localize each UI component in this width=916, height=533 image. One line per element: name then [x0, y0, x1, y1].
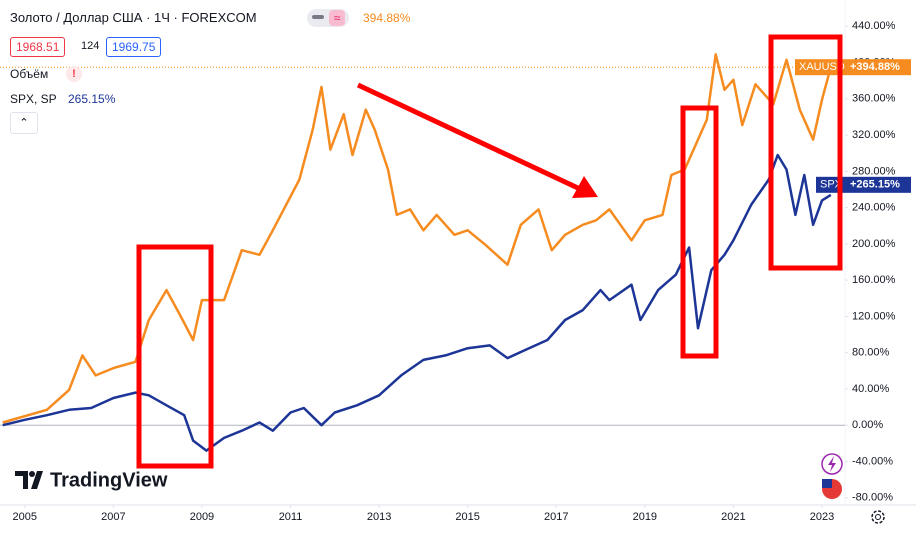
ask-price[interactable]: 1969.75: [106, 37, 162, 57]
series-line: [2, 153, 832, 452]
settings-icon: [875, 514, 881, 520]
y-tick-label: 80.00%: [852, 347, 890, 359]
last-value-badge: [845, 59, 911, 76]
last-value-label: +394.88%: [850, 61, 900, 73]
legend-entry: XAUUSD: [799, 61, 845, 73]
change-value: 394.88%: [363, 11, 411, 25]
annotations: [136, 34, 843, 469]
y-tick-label: 240.00%: [852, 202, 896, 214]
highlight-box: [136, 244, 214, 469]
volume-label: Объём: [10, 67, 49, 81]
symbol-title[interactable]: Золото / Доллар США · 1Ч · FOREXCOM: [10, 10, 257, 25]
arrow-head: [572, 176, 598, 198]
x-tick-label: 2021: [721, 511, 745, 523]
series-line: [2, 53, 833, 424]
x-tick-label: 2019: [633, 511, 657, 523]
x-tick-label: 2005: [13, 511, 37, 523]
bid-price[interactable]: 1968.51: [10, 37, 66, 57]
y-tick-label: 160.00%: [852, 274, 896, 286]
compare-change: 265.15%: [68, 92, 116, 106]
spread: 124: [81, 40, 100, 52]
x-tick-label: 2017: [544, 511, 568, 523]
highlight-box: [680, 105, 719, 359]
compare-label: SPX, SP: [10, 92, 57, 106]
last-value-label: +265.15%: [850, 179, 900, 191]
x-tick-label: 2023: [810, 511, 834, 523]
toggle-icon: [312, 15, 324, 19]
x-tick-label: 2013: [367, 511, 391, 523]
y-tick-label: 200.00%: [852, 238, 896, 250]
y-tick-label: 280.00%: [852, 165, 896, 177]
logo-text: TradingView: [50, 469, 168, 491]
highlight-box: [768, 34, 843, 271]
y-tick-label: 40.00%: [852, 383, 890, 395]
y-tick-label: 440.00%: [852, 20, 896, 32]
logo: TradingView: [15, 469, 168, 491]
arrow: [356, 82, 582, 192]
y-tick-label: 120.00%: [852, 310, 896, 322]
legend-entry: SPX: [820, 179, 843, 191]
settings-icon[interactable]: [871, 510, 885, 524]
y-tick-label: 0.00%: [852, 419, 883, 431]
collapse-button[interactable]: ⌃: [10, 112, 38, 134]
legend-badge: [795, 59, 845, 76]
y-tick-label: -80.00%: [852, 492, 893, 504]
x-tick-label: 2011: [279, 511, 303, 523]
warning-icon[interactable]: !: [66, 66, 82, 82]
y-tick-label: 320.00%: [852, 129, 896, 141]
toggle-icon: ≈: [329, 10, 345, 26]
y-tick-label: 360.00%: [852, 93, 896, 105]
x-tick-label: 2007: [101, 511, 125, 523]
plot: -80.00% -40.00% 0.00% 40.00% 80.00% 120.00% 16…: [0, 20, 911, 523]
alert-icon: [828, 456, 836, 472]
flag-icon: [822, 479, 832, 488]
logo-icon: [15, 471, 43, 489]
y-tick-label: -40.00%: [852, 455, 893, 467]
last-value-badge: [845, 176, 911, 193]
x-tick-label: 2009: [190, 511, 214, 523]
x-tick-label: 2015: [455, 511, 479, 523]
logo-icon: [29, 471, 35, 477]
